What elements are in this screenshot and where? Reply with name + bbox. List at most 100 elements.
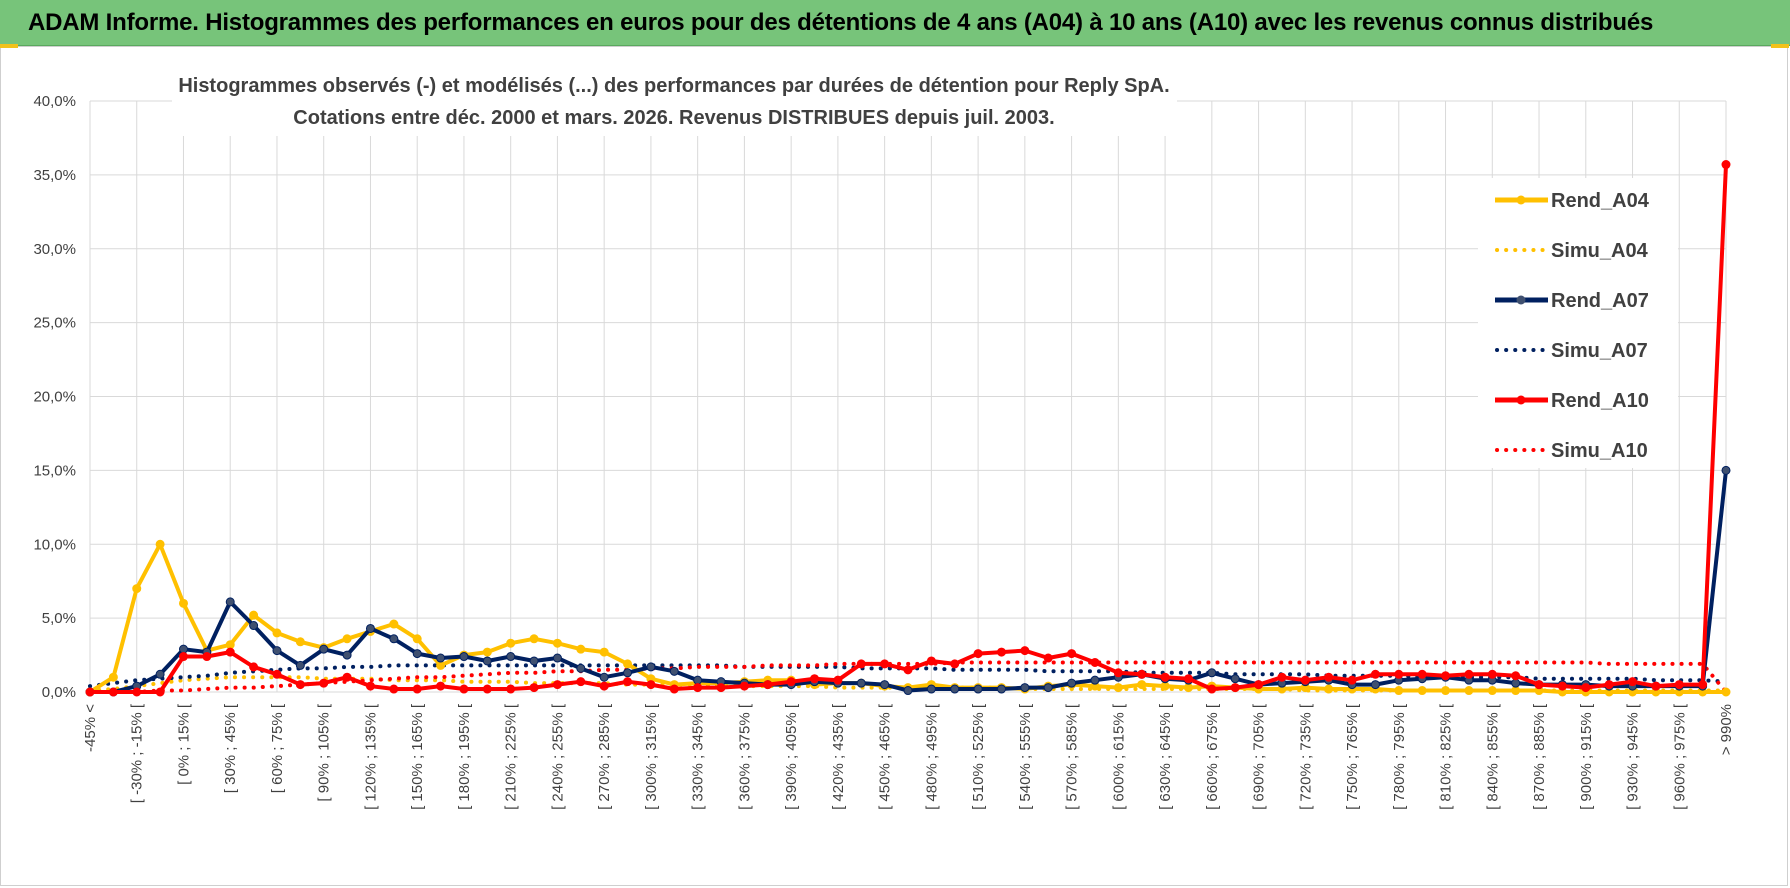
x-tick-label: [ 150% ; 165% [	[409, 703, 426, 810]
data-point	[576, 663, 586, 673]
data-point	[249, 621, 259, 631]
x-tick-label: [ -30% ; -15% [	[129, 703, 146, 803]
data-point	[716, 683, 726, 693]
x-tick-label: [ 960% ; 975% [	[1671, 703, 1688, 810]
data-point	[1651, 681, 1661, 691]
data-point	[365, 681, 375, 691]
legend-marker	[1516, 395, 1526, 405]
data-point	[856, 659, 866, 669]
x-tick-label: [ 630% ; 645% [	[1157, 703, 1174, 810]
data-point	[1137, 680, 1147, 690]
y-tick-label: 0,0%	[42, 684, 76, 701]
data-point	[178, 598, 188, 608]
data-point	[763, 680, 773, 690]
data-point	[599, 681, 609, 691]
data-point	[693, 675, 703, 685]
x-tick-label: [ 450% ; 465% [	[877, 703, 894, 810]
data-point	[973, 684, 983, 694]
x-tick-label: [ 300% ; 315% [	[643, 703, 660, 810]
data-point	[1347, 675, 1357, 685]
series-line	[90, 470, 1728, 694]
data-point	[506, 652, 516, 662]
data-point	[342, 672, 352, 682]
x-tick-label: [ 780% ; 795% [	[1391, 703, 1408, 810]
x-tick-label: [ 720% ; 735% [	[1297, 703, 1314, 810]
x-tick-label: [ 690% ; 705% [	[1251, 703, 1268, 810]
data-point	[1113, 683, 1123, 693]
data-point	[482, 684, 492, 694]
legend-label: Simu_A10	[1551, 440, 1648, 462]
y-tick-label: 30,0%	[33, 241, 76, 258]
legend-marker	[1516, 195, 1526, 205]
series-group	[85, 160, 1731, 697]
y-tick-label: 25,0%	[33, 315, 76, 332]
chart-title-line-2: Cotations entre déc. 2000 et mars. 2026.…	[293, 107, 1054, 129]
data-point	[1557, 681, 1567, 691]
data-point	[178, 644, 188, 654]
data-point	[1394, 686, 1404, 696]
corner-accent-left	[0, 44, 18, 48]
data-point	[459, 684, 469, 694]
data-point	[552, 680, 562, 690]
data-point	[646, 662, 656, 672]
y-axis: 0,0% 5,0% 10,0% 15,0% 20,0% 25,0% 30,0% 35,0% 40…	[33, 93, 76, 701]
data-point	[669, 684, 679, 694]
x-tick-label: [ 120% ; 135% [	[362, 703, 379, 810]
data-point	[1043, 683, 1053, 693]
data-point	[903, 665, 913, 675]
data-point	[389, 634, 399, 644]
legend-item: Simu_A04	[1495, 240, 1649, 262]
data-point	[669, 666, 679, 676]
data-point	[412, 684, 422, 694]
data-point	[786, 677, 796, 687]
data-point	[1160, 672, 1170, 682]
y-tick-label: 5,0%	[42, 610, 76, 627]
x-tick-label: [ 180% ; 195% [	[456, 703, 473, 810]
data-point	[880, 659, 890, 669]
data-point	[249, 610, 259, 620]
x-tick-label: [ 930% ; 945% [	[1625, 703, 1642, 810]
data-point	[1067, 678, 1077, 688]
data-point	[552, 653, 562, 663]
data-point	[506, 638, 516, 648]
data-point	[1230, 683, 1240, 693]
data-point	[155, 539, 165, 549]
data-point	[1020, 646, 1030, 656]
data-point	[1487, 686, 1497, 696]
data-point	[810, 674, 820, 684]
x-tick-label: [ 270% ; 285% [	[596, 703, 613, 810]
data-point	[295, 637, 305, 647]
data-point	[1441, 686, 1451, 696]
y-tick-label: 10,0%	[33, 536, 76, 553]
chart-frame	[0, 46, 1788, 886]
data-point	[1067, 649, 1077, 659]
x-axis: -45% < [ -30% ; -15% [[ 0% ; 15% [[ 30% ;…	[82, 703, 1735, 810]
series-rend-a07	[85, 465, 1731, 697]
data-point	[1160, 681, 1170, 691]
legend-background	[1478, 178, 1678, 468]
x-tick-label: -45% <	[82, 704, 99, 752]
data-point	[1441, 671, 1451, 681]
data-point	[1324, 672, 1334, 682]
x-tick-label: [ 210% ; 225% [	[503, 703, 520, 810]
legend: Rend_A04 Simu_A04 Rend_A07 Simu_A07 Rend_A10…	[1478, 178, 1678, 468]
data-point	[178, 652, 188, 662]
legend-label: Simu_A04	[1551, 240, 1649, 262]
data-point	[599, 672, 609, 682]
legend-item: Rend_A04	[1495, 190, 1650, 212]
data-point	[1090, 657, 1100, 667]
data-point	[108, 687, 118, 697]
data-point	[996, 684, 1006, 694]
data-point	[108, 672, 118, 682]
x-tick-label: [ 390% ; 405% [	[783, 703, 800, 810]
data-point	[646, 680, 656, 690]
data-point	[1370, 680, 1380, 690]
data-point	[436, 653, 446, 663]
data-point	[1698, 680, 1708, 690]
data-point	[576, 677, 586, 687]
data-point	[1604, 680, 1614, 690]
data-point	[436, 681, 446, 691]
x-tick-label: [ 840% ; 855% [	[1484, 703, 1501, 810]
x-tick-label: [ 330% ; 345% [	[690, 703, 707, 810]
